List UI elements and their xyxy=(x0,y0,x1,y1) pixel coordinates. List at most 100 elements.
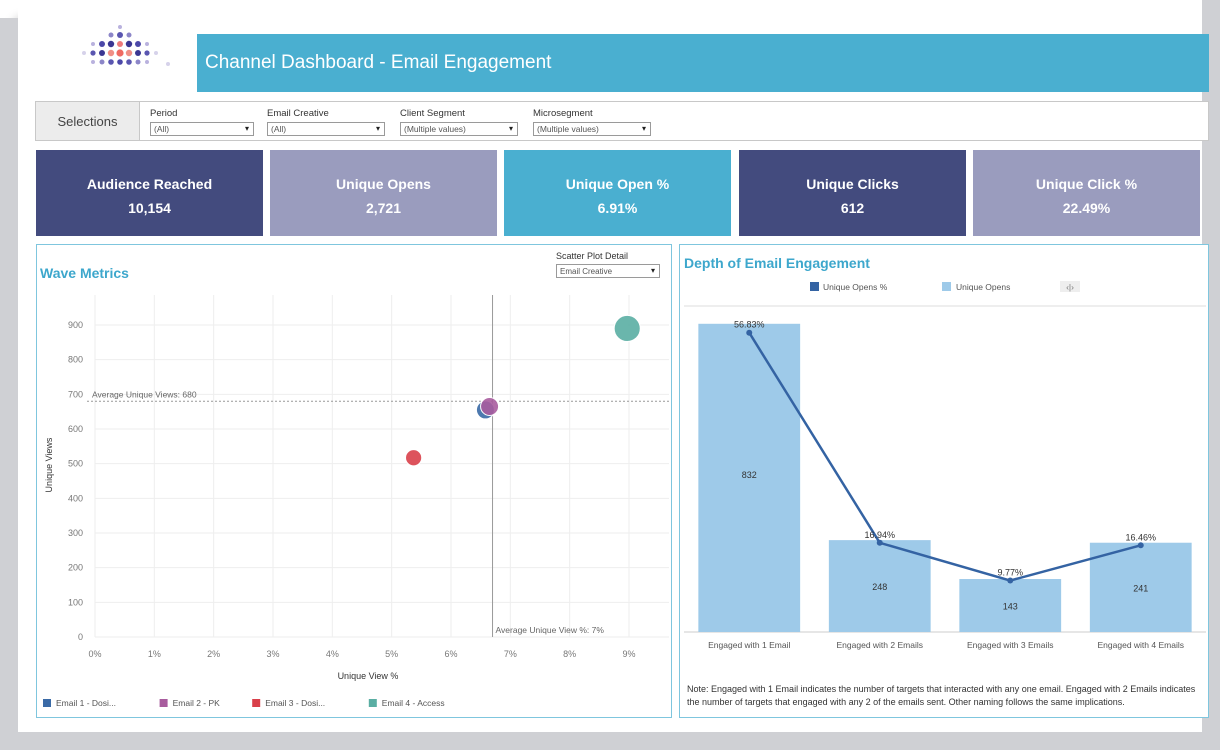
filter-period-select[interactable]: (All) ▾ xyxy=(150,122,254,136)
pct-label: 56.83% xyxy=(734,320,765,330)
selections-button[interactable]: Selections xyxy=(36,102,140,140)
y-tick-label: 900 xyxy=(68,320,83,330)
filter-period: Period (All) ▾ xyxy=(150,108,254,136)
filter-email-creative-value: (All) xyxy=(271,124,287,134)
pct-point xyxy=(876,539,883,546)
pct-line xyxy=(748,332,1142,582)
depth-engagement-chart: Unique Opens % Unique Opens ‹|› 832 Engaged … xyxy=(684,281,1206,650)
x-tick-label: 4% xyxy=(326,649,339,659)
bar-value-label: 832 xyxy=(742,470,757,480)
depth-engagement-note: Note: Engaged with 1 Email indicates the… xyxy=(687,684,1196,707)
filter-client-segment: Client Segment (Multiple values) ▾ xyxy=(400,108,518,136)
x-tick-label: 8% xyxy=(563,649,576,659)
kpi-title: Unique Click % xyxy=(1035,176,1138,192)
kpi-unique-clicks: Unique Clicks 612 xyxy=(739,150,966,236)
x-tick-label: Engaged with 2 Emails xyxy=(837,640,923,650)
filter-microsegment-select[interactable]: (Multiple values) ▾ xyxy=(533,122,651,136)
legend-label: Email 3 - Dosi... xyxy=(265,698,325,708)
frame-left-border xyxy=(0,18,18,750)
scatter-point xyxy=(480,396,500,416)
kpi-unique-opens: Unique Opens 2,721 xyxy=(270,150,497,236)
y-tick-label: 600 xyxy=(68,424,83,434)
pct-point xyxy=(746,329,753,336)
kpi-value: 612 xyxy=(840,200,865,216)
chevron-down-icon: ▾ xyxy=(641,124,646,133)
x-tick-label: 9% xyxy=(622,649,635,659)
wave-metrics-scatter-chart: 0% 1% 2% 3% 4% 5% 6% 7% 8% 9% 0 100 200 300 400 500 600 7… xyxy=(43,295,669,708)
kpi-unique-click-pct: Unique Click % 22.49% xyxy=(973,150,1200,236)
pct-label: 9.77% xyxy=(997,568,1023,578)
kpi-value: 2,721 xyxy=(365,200,402,216)
bar xyxy=(959,579,1062,632)
x-tick-label: Engaged with 3 Emails xyxy=(967,640,1053,650)
logo-dots-icon xyxy=(82,25,170,66)
filter-client-segment-value: (Multiple values) xyxy=(404,124,466,134)
kpi-audience-reached: Audience Reached 10,154 xyxy=(36,150,263,236)
x-tick-label: 3% xyxy=(266,649,279,659)
x-tick-label: 2% xyxy=(207,649,220,659)
dashboard-header: Channel Dashboard - Email Engagement xyxy=(197,34,1209,92)
scatter-plot-detail-select[interactable]: Email Creative ▾ xyxy=(556,264,660,278)
scatter-plot-detail-value: Email Creative xyxy=(560,267,613,276)
scatter-plot-detail-control: Scatter Plot Detail Email Creative ▾ xyxy=(556,251,660,278)
depth-engagement-title: Depth of Email Engagement xyxy=(684,255,870,271)
bar-value-label: 143 xyxy=(1003,602,1018,612)
filter-client-segment-label: Client Segment xyxy=(400,108,465,119)
pct-label: 16.46% xyxy=(1125,532,1156,542)
wave-metrics-title: Wave Metrics xyxy=(40,265,129,281)
kpi-value: 22.49% xyxy=(1062,200,1111,216)
legend-label: Email 1 - Dosi... xyxy=(56,698,116,708)
legend-label: Unique Opens % xyxy=(823,282,888,292)
scatter-plot-detail-label: Scatter Plot Detail xyxy=(556,251,629,261)
pct-label: 16.94% xyxy=(864,530,895,540)
wave-metrics-panel: Wave Metrics xyxy=(36,244,672,718)
y-tick-label: 500 xyxy=(68,459,83,469)
kpi-value: 10,154 xyxy=(128,200,171,216)
legend-swatch xyxy=(159,699,168,707)
legend-swatch xyxy=(43,699,51,707)
bar xyxy=(698,323,801,632)
legend-swatch xyxy=(368,699,377,707)
chevron-down-icon: ▾ xyxy=(244,124,249,133)
x-axis-label: Unique View % xyxy=(338,671,399,681)
legend-label: Email 4 - Access xyxy=(382,698,445,708)
y-tick-label: 300 xyxy=(68,528,83,538)
bar xyxy=(828,540,931,632)
kpi-title: Audience Reached xyxy=(86,176,213,192)
pct-point xyxy=(1137,542,1144,549)
bar-value-label: 241 xyxy=(1133,583,1148,593)
chevron-down-icon: ▾ xyxy=(508,124,513,133)
bar-value-label: 248 xyxy=(872,582,887,592)
filter-client-segment-select[interactable]: (Multiple values) ▾ xyxy=(400,122,518,136)
legend-pager-icon: ‹|› xyxy=(1066,282,1074,292)
legend-label: Email 2 - PK xyxy=(173,698,221,708)
scatter-point xyxy=(405,449,423,467)
x-tick-label: 5% xyxy=(385,649,398,659)
y-tick-label: 0 xyxy=(78,632,83,642)
y-tick-label: 700 xyxy=(68,389,83,399)
legend-swatch xyxy=(252,699,261,707)
kpi-title: Unique Clicks xyxy=(806,176,899,192)
kpi-title: Unique Opens xyxy=(336,176,431,192)
filter-email-creative-select[interactable]: (All) ▾ xyxy=(267,122,385,136)
y-axis-label: Unique Views xyxy=(44,437,54,492)
x-tick-label: Engaged with 1 Email xyxy=(708,640,790,650)
kpi-unique-open-pct: Unique Open % 6.91% xyxy=(504,150,731,236)
filter-period-label: Period xyxy=(150,108,178,119)
scatter-point xyxy=(613,314,641,343)
x-tick-label: 1% xyxy=(148,649,161,659)
legend-swatch xyxy=(810,282,819,291)
brand-logo xyxy=(82,25,170,66)
frame-bottom-border xyxy=(0,732,1220,750)
filter-email-creative-label: Email Creative xyxy=(267,108,329,119)
y-tick-label: 200 xyxy=(68,563,83,573)
page-title: Channel Dashboard - Email Engagement xyxy=(205,52,552,73)
filter-microsegment-value: (Multiple values) xyxy=(537,124,599,134)
y-tick-label: 800 xyxy=(68,355,83,365)
selections-bar: Selections Period (All) ▾ Email Creative… xyxy=(35,101,1209,141)
y-tick-label: 400 xyxy=(68,493,83,503)
filter-microsegment-label: Microsegment xyxy=(533,108,593,119)
y-tick-label: 100 xyxy=(68,597,83,607)
x-tick-label: 7% xyxy=(504,649,517,659)
